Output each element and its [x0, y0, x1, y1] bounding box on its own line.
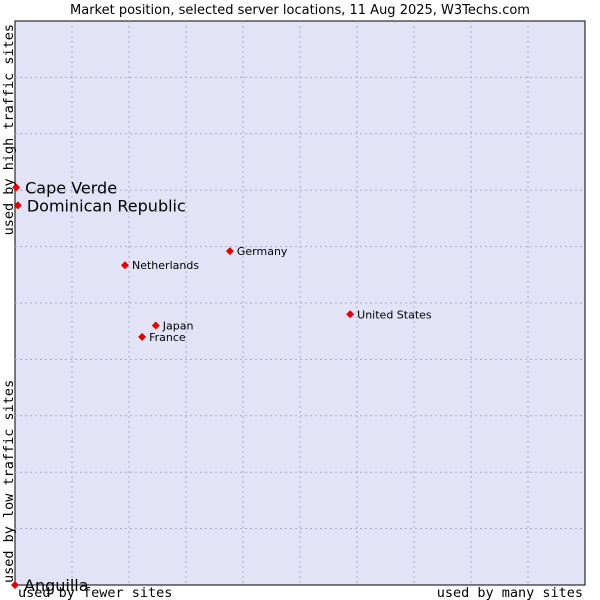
x-axis-label-left: used by fewer sites [18, 585, 172, 600]
point-label-cape-verde: Cape Verde [25, 178, 117, 197]
grid-lines [15, 21, 585, 585]
point-label-france: France [149, 331, 186, 344]
chart-title: Market position, selected server locatio… [70, 3, 530, 18]
point-label-netherlands: Netherlands [132, 259, 199, 272]
point-marker-netherlands [121, 261, 130, 270]
point-marker-japan [151, 321, 160, 330]
point-marker-france [138, 332, 147, 341]
y-axis-label-bottom: used by low traffic sites [1, 380, 17, 583]
point-label-germany: Germany [237, 245, 288, 258]
point-label-dominican-republic: Dominican Republic [27, 196, 186, 215]
point-marker-germany [225, 247, 234, 256]
point-label-anguilla: Anguilla [24, 576, 89, 595]
point-marker-united-states [346, 310, 355, 319]
point-marker-cape-verde [12, 183, 21, 192]
point-marker-dominican-republic [13, 201, 22, 210]
point-marker-anguilla [11, 581, 19, 589]
point-label-japan: Japan [162, 320, 194, 333]
point-label-united-states: United States [357, 308, 432, 321]
x-axis-label-right: used by many sites [437, 585, 583, 600]
y-axis-label-top: used by high traffic sites [1, 24, 17, 235]
